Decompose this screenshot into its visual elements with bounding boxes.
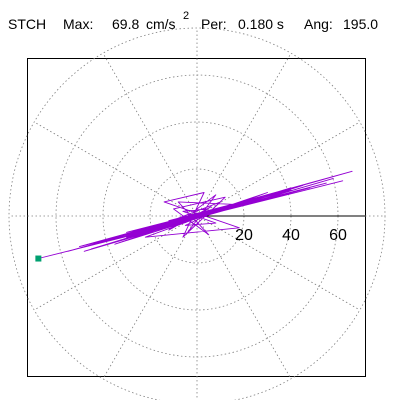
grid-ring-80 — [8, 27, 386, 400]
grid-spoke-210 — [33, 215, 198, 311]
max-unit: cm/s — [146, 16, 176, 32]
tick-labels: 20 40 60 — [235, 227, 347, 244]
start-marker — [35, 255, 42, 262]
max-unit-exponent: 2 — [183, 10, 190, 22]
grid-spoke-330 — [196, 215, 361, 311]
grid-spoke-60 — [196, 52, 292, 217]
grid-spoke-150 — [33, 121, 198, 217]
angle-label: Ang: — [304, 16, 333, 32]
grid-spoke-30 — [196, 121, 361, 217]
grid-spoke-240 — [102, 215, 198, 380]
grid-spoke-120 — [102, 52, 198, 217]
max-label: Max: — [63, 16, 94, 32]
markers — [35, 255, 42, 262]
max-value: 69.8 — [112, 16, 140, 32]
period-value: 0.180 s — [238, 16, 284, 32]
r-tick-label-40: 40 — [282, 227, 300, 244]
orbit-series — [38, 170, 353, 259]
header: STCH Max: 69.8 cm/s 2 Per: 0.180 s Ang: … — [0, 0, 400, 40]
angle-value: 195.0 — [343, 16, 379, 32]
plot-frame — [27, 58, 366, 377]
grid-spoke-300 — [196, 215, 292, 380]
station-code: STCH — [8, 16, 47, 32]
orbit-trace-0 — [38, 170, 353, 259]
r-tick-label-20: 20 — [235, 227, 253, 244]
r-tick-label-60: 60 — [329, 227, 347, 244]
